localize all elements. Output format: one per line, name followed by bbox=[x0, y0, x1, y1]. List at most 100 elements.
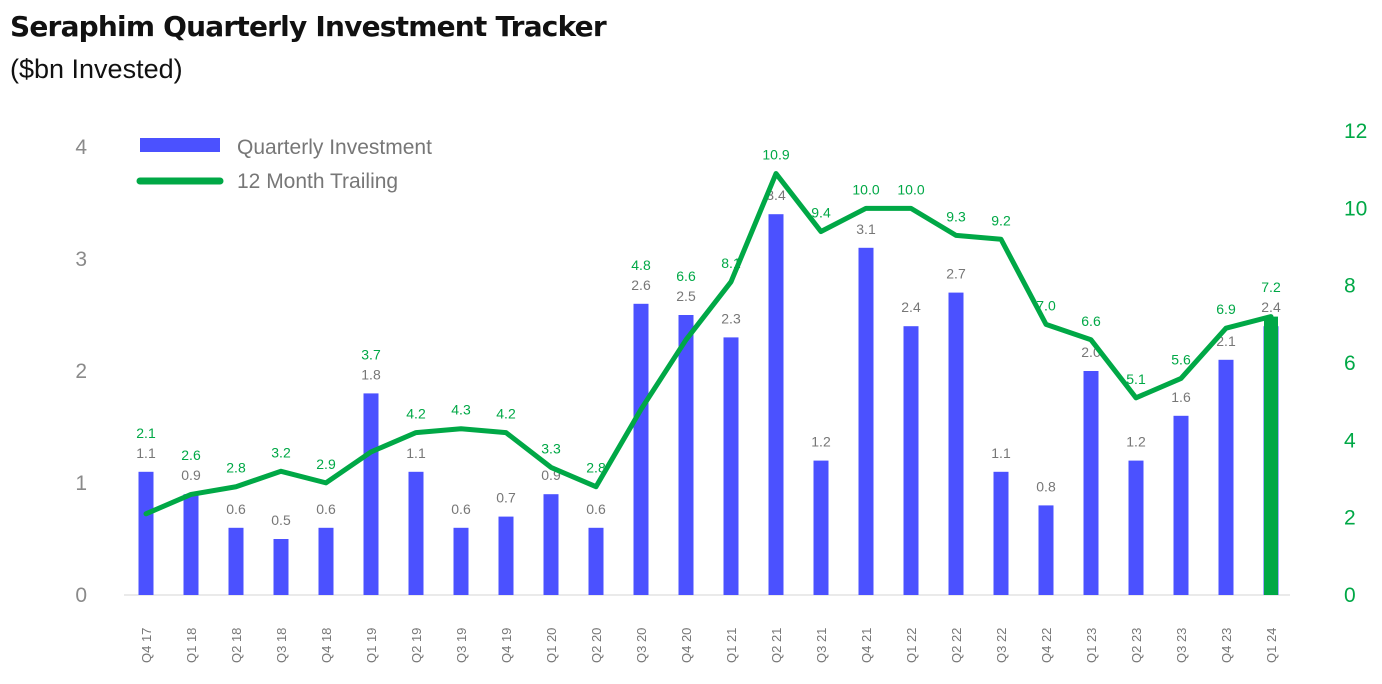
line-value-label: 9.2 bbox=[991, 212, 1011, 228]
line-value-label: 4.3 bbox=[451, 402, 471, 418]
trailing-line-drop bbox=[1264, 316, 1278, 595]
bar-value-label: 0.6 bbox=[586, 501, 606, 517]
x-axis-tick-label: Q2 21 bbox=[769, 628, 784, 663]
chart-title: Seraphim Quarterly Investment Tracker bbox=[10, 10, 607, 43]
left-axis-tick-label: 0 bbox=[75, 584, 87, 607]
bar bbox=[228, 527, 244, 595]
bar-value-label: 0.6 bbox=[316, 501, 336, 517]
x-axis-tick-label: Q1 20 bbox=[544, 628, 559, 663]
line-value-label: 4.2 bbox=[406, 406, 426, 422]
bar bbox=[813, 460, 829, 595]
right-axis-tick-label: 2 bbox=[1344, 507, 1356, 530]
line-value-label: 7.2 bbox=[1261, 279, 1281, 295]
line-value-label: 4.8 bbox=[631, 257, 651, 273]
bar-value-label: 2.7 bbox=[946, 266, 966, 282]
left-axis-tick-label: 3 bbox=[75, 248, 87, 271]
line-value-label: 5.1 bbox=[1126, 371, 1146, 387]
bar-value-label: 0.6 bbox=[226, 501, 246, 517]
legend-label-trailing: 12 Month Trailing bbox=[237, 170, 398, 193]
left-axis: 0 1 2 3 4 bbox=[75, 136, 87, 607]
line-value-label: 5.6 bbox=[1171, 351, 1191, 367]
x-axis-tick-label: Q3 21 bbox=[814, 628, 829, 663]
bar-value-label: 2.4 bbox=[1261, 299, 1281, 315]
bar-value-label: 1.2 bbox=[1126, 434, 1146, 450]
line-series bbox=[143, 171, 1278, 595]
right-axis-tick-label: 8 bbox=[1344, 275, 1356, 298]
x-axis-tick-label: Q1 23 bbox=[1084, 628, 1099, 663]
line-value-label: 8.1 bbox=[721, 255, 741, 271]
line-value-label: 7.0 bbox=[1036, 297, 1056, 313]
right-axis-tick-label: 12 bbox=[1344, 120, 1367, 143]
bar-value-label: 1.1 bbox=[406, 445, 426, 461]
bar-value-label: 1.6 bbox=[1171, 389, 1191, 405]
bar-value-labels: 1.10.90.60.50.61.81.10.60.70.90.62.62.52… bbox=[136, 187, 1281, 528]
right-axis-tick-label: 0 bbox=[1344, 584, 1356, 607]
x-axis-tick-label: Q2 22 bbox=[949, 628, 964, 663]
line-value-label: 6.9 bbox=[1216, 301, 1236, 317]
bar bbox=[408, 471, 424, 595]
bar bbox=[633, 303, 649, 595]
bar-value-label: 2.4 bbox=[901, 299, 921, 315]
left-axis-tick-label: 2 bbox=[75, 360, 87, 383]
bar bbox=[993, 471, 1009, 595]
x-axis-tick-label: Q3 23 bbox=[1174, 628, 1189, 663]
x-axis-tick-label: Q3 22 bbox=[994, 628, 1009, 663]
x-axis-tick-label: Q2 18 bbox=[229, 628, 244, 663]
bar bbox=[138, 471, 154, 595]
bar-value-label: 0.9 bbox=[181, 467, 201, 483]
bar bbox=[543, 494, 559, 595]
bar bbox=[183, 494, 199, 595]
bar-value-label: 0.7 bbox=[496, 490, 516, 506]
bar-series bbox=[138, 214, 1279, 596]
x-axis-tick-label: Q3 18 bbox=[274, 628, 289, 663]
x-axis-tick-label: Q4 18 bbox=[319, 628, 334, 663]
line-value-label: 2.6 bbox=[181, 447, 201, 463]
line-value-label: 3.3 bbox=[541, 440, 561, 456]
right-axis-tick-label: 4 bbox=[1344, 429, 1356, 452]
legend: Quarterly Investment 12 Month Trailing bbox=[136, 136, 432, 193]
line-value-label: 3.2 bbox=[271, 444, 291, 460]
line-value-label: 2.8 bbox=[586, 460, 606, 476]
x-axis-tick-label: Q1 19 bbox=[364, 628, 379, 663]
bar-value-label: 2.6 bbox=[631, 277, 651, 293]
bar bbox=[453, 527, 469, 595]
line-value-label: 4.2 bbox=[496, 406, 516, 422]
line-value-label: 6.6 bbox=[676, 268, 696, 284]
line-value-label: 3.7 bbox=[361, 346, 381, 362]
bar bbox=[1083, 371, 1099, 595]
bar bbox=[948, 292, 964, 595]
line-value-label: 9.3 bbox=[946, 208, 966, 224]
bar bbox=[858, 247, 874, 596]
x-axis-tick-label: Q2 20 bbox=[589, 628, 604, 663]
bar-value-label: 2.3 bbox=[721, 310, 741, 326]
x-axis-tick-label: Q1 21 bbox=[724, 628, 739, 663]
chart-subtitle: ($bn Invested) bbox=[10, 54, 183, 84]
line-value-label: 10.0 bbox=[897, 181, 924, 197]
line-value-label: 9.4 bbox=[811, 205, 831, 221]
x-axis-tick-label: Q4 19 bbox=[499, 628, 514, 663]
right-axis-tick-label: 6 bbox=[1344, 352, 1356, 375]
bar bbox=[723, 337, 739, 595]
bar bbox=[903, 326, 919, 595]
x-axis-tick-label: Q1 24 bbox=[1264, 628, 1279, 663]
x-axis-tick-label: Q3 20 bbox=[634, 628, 649, 663]
line-value-label: 2.8 bbox=[226, 460, 246, 476]
right-axis: 0 2 4 6 8 10 12 bbox=[1344, 120, 1367, 607]
bar bbox=[1128, 460, 1144, 595]
x-axis-tick-label: Q3 19 bbox=[454, 628, 469, 663]
x-axis-tick-label: Q4 21 bbox=[859, 628, 874, 663]
left-axis-tick-label: 4 bbox=[75, 136, 87, 159]
line-value-label: 2.9 bbox=[316, 456, 336, 472]
bar-value-label: 1.1 bbox=[136, 445, 156, 461]
legend-label-quarterly: Quarterly Investment bbox=[237, 136, 432, 159]
bar-value-label: 1.8 bbox=[361, 366, 381, 382]
legend-bar-swatch bbox=[140, 138, 220, 152]
x-axis-tick-label: Q1 18 bbox=[184, 628, 199, 663]
x-axis-tick-label: Q4 23 bbox=[1219, 628, 1234, 663]
bar bbox=[1173, 415, 1189, 595]
bar bbox=[273, 539, 289, 595]
right-axis-tick-label: 10 bbox=[1344, 197, 1367, 220]
x-axis-tick-label: Q4 22 bbox=[1039, 628, 1054, 663]
bar bbox=[768, 214, 784, 595]
